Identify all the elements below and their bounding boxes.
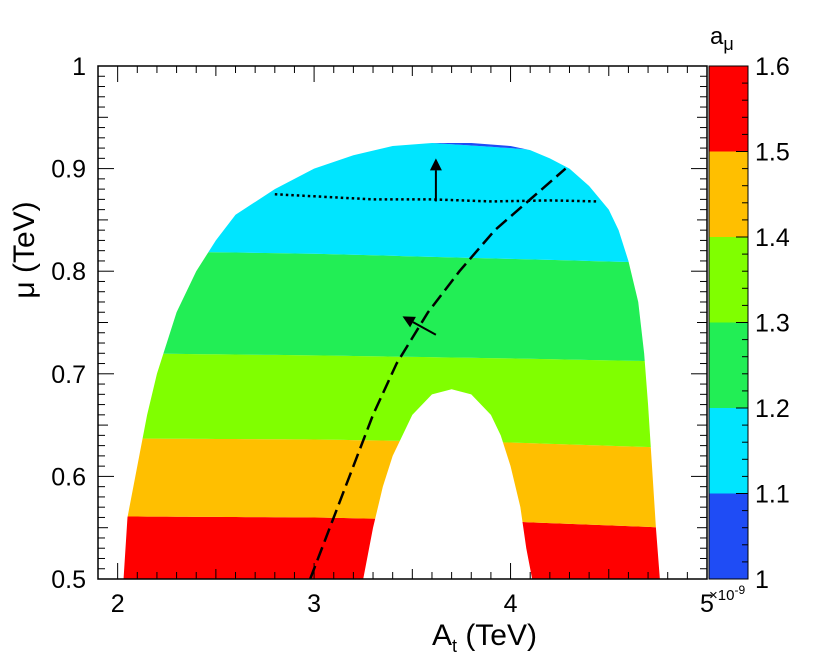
x-tick-label: 2 — [111, 590, 125, 618]
colorbar-tick-label: 1 — [755, 566, 769, 594]
colorbar-ticks — [736, 65, 748, 580]
x-axis-title: At (TeV) — [432, 619, 537, 656]
x-tick-label: 3 — [307, 590, 321, 618]
colorbar-bin — [709, 237, 748, 323]
heatmap-band — [123, 438, 660, 528]
heatmap-band — [123, 250, 660, 362]
arrow-head — [402, 316, 416, 328]
axis-ticks — [98, 65, 708, 580]
colorbar — [709, 66, 748, 579]
dashed-contour-line — [309, 167, 567, 579]
arrow-head — [429, 158, 442, 171]
heatmap-band — [123, 353, 660, 448]
colorbar-bin — [709, 322, 748, 408]
colorbar-bin — [709, 151, 748, 237]
y-tick-label: 0.9 — [51, 156, 86, 184]
y-tick-label: 0.8 — [51, 258, 86, 286]
colorbar-tick-label: 1.2 — [755, 395, 790, 423]
colorbar-multiplier: ×10-9 — [709, 583, 745, 604]
colorbar-bin — [709, 493, 748, 579]
colorbar-bin — [709, 408, 748, 494]
colorbar-tick-label: 1.4 — [755, 224, 790, 252]
heatmap-band — [123, 142, 660, 152]
colorbar-title: aμ — [710, 23, 734, 54]
colorbar-tick-label: 1.1 — [755, 481, 790, 509]
overlay-lines — [274, 158, 599, 579]
arrow-shaft — [412, 321, 437, 336]
y-tick-label: 0.6 — [51, 463, 86, 491]
y-tick-label: 1 — [72, 53, 86, 81]
y-tick-label: 0.7 — [51, 361, 86, 389]
colorbar-tick-label: 1.6 — [755, 53, 790, 81]
x-tick-label: 4 — [504, 590, 518, 618]
colorbar-tick-label: 1.5 — [755, 139, 790, 167]
x-tick-label: 5 — [700, 590, 714, 618]
colorbar-bin — [709, 66, 748, 152]
colorbar-tick-label: 1.3 — [755, 310, 790, 338]
heatmap-band — [123, 142, 660, 263]
y-tick-label: 0.5 — [51, 566, 86, 594]
heatmap-region — [123, 142, 660, 579]
heatmap-band — [123, 516, 660, 579]
dotted-contour-line — [274, 193, 599, 203]
y-axis-title: μ (TeV) — [8, 201, 41, 298]
